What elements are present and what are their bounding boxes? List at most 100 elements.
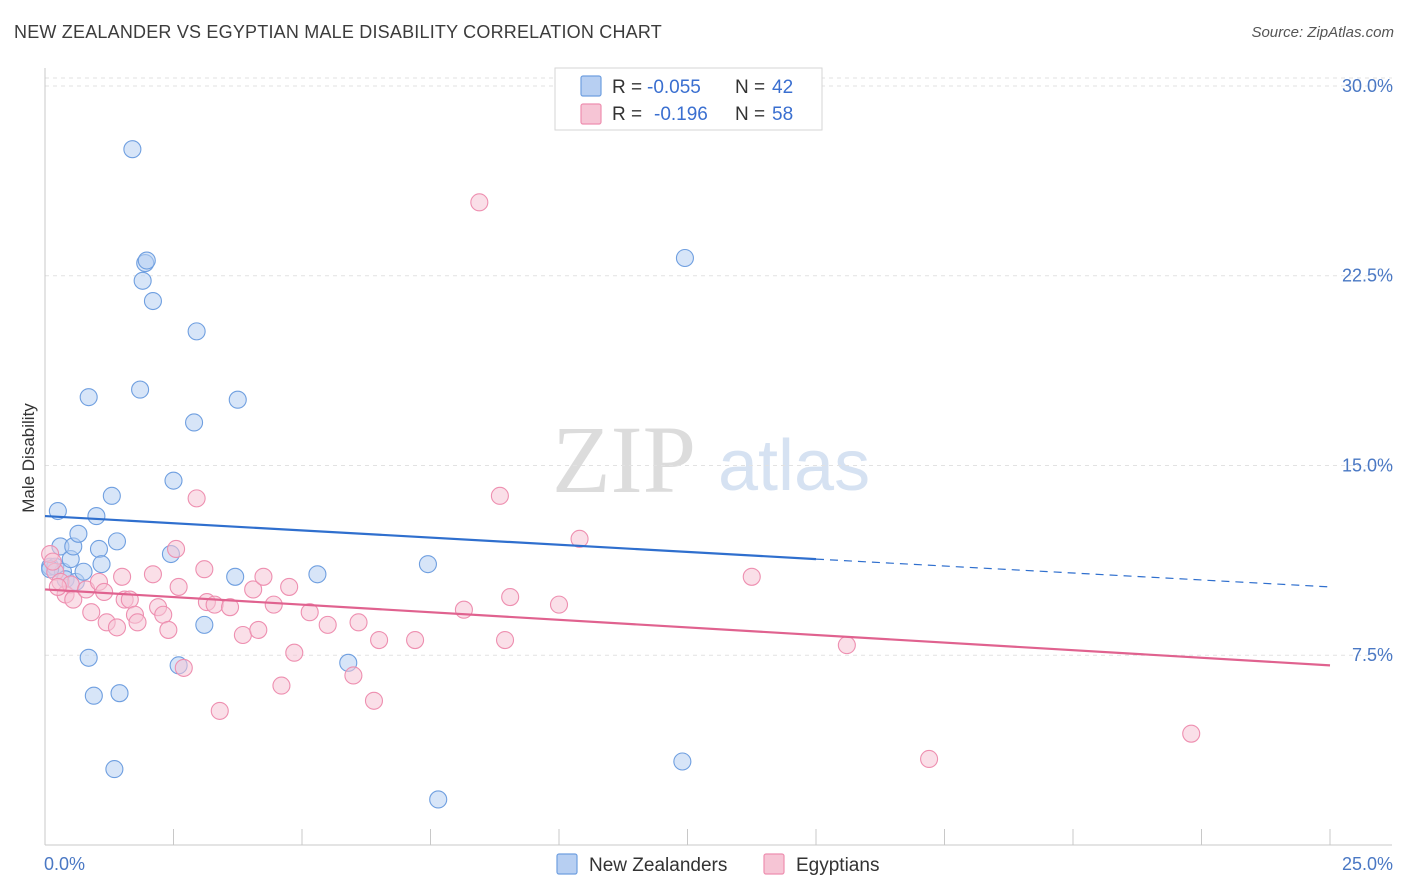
point-egyptians-25: [195, 560, 214, 579]
point-egyptians-48: [495, 631, 515, 650]
point-new-zealanders-38: [429, 790, 448, 809]
y-tick-labels: 7.5% 15.0% 22.5% 30.0%: [1342, 76, 1393, 665]
point-egyptians-53: [837, 636, 856, 655]
legend-n-label-1: N =: [735, 77, 765, 98]
chart-source: Source: ZipAtlas.com: [1251, 24, 1394, 41]
point-new-zealanders-16: [92, 555, 111, 574]
point-egyptians-35: [272, 676, 291, 695]
point-new-zealanders-40: [675, 248, 694, 268]
point-new-zealanders-2: [48, 501, 67, 521]
point-egyptians-23: [174, 658, 193, 677]
point-egyptians-11: [107, 618, 127, 637]
point-new-zealanders-12: [79, 388, 98, 407]
legend-r-label-1: R =: [612, 77, 642, 98]
point-egyptians-50: [549, 595, 569, 614]
point-new-zealanders-18: [105, 760, 124, 779]
gridlines: [45, 77, 1392, 656]
point-egyptians-17: [143, 565, 162, 584]
point-new-zealanders-33: [226, 567, 245, 586]
point-egyptians-34: [264, 595, 283, 614]
series-legend-label-egyptians: Egyptians: [796, 855, 879, 876]
point-egyptians-12: [113, 567, 132, 586]
point-new-zealanders-23: [133, 271, 152, 290]
point-egyptians-21: [167, 539, 186, 559]
point-egyptians-19: [154, 605, 173, 624]
y-tick-label-1: 15.0%: [1342, 455, 1393, 475]
point-egyptians-43: [370, 631, 389, 650]
point-egyptians-16: [128, 613, 147, 632]
point-egyptians-41: [349, 613, 368, 632]
legend-swatch-egyptians: [580, 103, 602, 125]
legend-swatch-new-zealanders: [580, 75, 602, 97]
point-egyptians-30: [233, 625, 252, 645]
point-new-zealanders-10: [74, 562, 93, 581]
point-egyptians-20: [159, 620, 178, 639]
point-egyptians-44: [406, 631, 425, 650]
point-new-zealanders-28: [164, 471, 183, 490]
legend-r-value-2: -0.196: [654, 104, 708, 125]
point-new-zealanders-14: [87, 507, 106, 526]
point-egyptians-46: [470, 193, 489, 212]
stats-legend: R = -0.055 N = 42 R = -0.196 N = 58: [554, 67, 823, 131]
point-new-zealanders-22: [131, 380, 150, 399]
trend-line-egyptians: [44, 588, 1331, 667]
legend-n-value-1: 42: [772, 77, 793, 98]
y-tick-label-2: 22.5%: [1342, 266, 1393, 286]
legend-r-label-2: R =: [612, 104, 642, 125]
x-tick-label-max: 25.0%: [1342, 854, 1393, 874]
y-tick-label-0: 7.5%: [1352, 645, 1393, 665]
point-egyptians-57: [43, 552, 62, 571]
point-new-zealanders-35: [308, 565, 327, 584]
trend-line-new-zealanders: [44, 514, 817, 561]
trend-line-extension-new-zealanders: [815, 558, 1331, 588]
point-new-zealanders-25: [137, 251, 156, 270]
point-egyptians-40: [344, 666, 363, 685]
point-egyptians-52: [742, 567, 761, 586]
series-legend-swatch-egyptians: [763, 853, 785, 875]
point-egyptians-42: [364, 691, 384, 710]
point-new-zealanders-37: [418, 555, 437, 574]
y-tick-label-3: 30.0%: [1342, 76, 1393, 96]
point-new-zealanders-20: [110, 684, 129, 703]
y-axis-label: Male Disability: [19, 403, 38, 513]
point-new-zealanders-9: [69, 524, 88, 543]
point-egyptians-56: [48, 577, 67, 596]
point-egyptians-7: [82, 603, 101, 622]
series-legend-swatch-new-zealanders: [556, 853, 578, 875]
point-egyptians-51: [570, 529, 589, 548]
point-egyptians-38: [300, 603, 319, 622]
point-egyptians-47: [490, 486, 509, 505]
point-new-zealanders-15: [89, 539, 109, 559]
series-legend-label-new-zealanders: New Zealanders: [589, 855, 727, 876]
point-egyptians-39: [318, 615, 337, 634]
point-new-zealanders-17: [102, 486, 121, 505]
legend-n-value-2: 58: [772, 104, 793, 125]
point-egyptians-33: [254, 567, 273, 586]
point-egyptians-31: [244, 580, 263, 599]
legend-r-value-1: -0.055: [647, 77, 701, 98]
x-tick-label-min: 0.0%: [44, 854, 85, 874]
point-egyptians-37: [285, 643, 304, 662]
point-new-zealanders-30: [185, 413, 204, 432]
series-legend: New Zealanders Egyptians: [556, 853, 879, 876]
watermark-zip: ZIP: [552, 406, 696, 513]
point-new-zealanders-21: [123, 140, 142, 159]
point-new-zealanders-11: [79, 648, 98, 667]
watermark-atlas: atlas: [718, 426, 870, 506]
point-new-zealanders-31: [187, 322, 206, 341]
point-egyptians-32: [249, 620, 268, 639]
point-new-zealanders-13: [84, 686, 103, 705]
trend-lines: [44, 514, 1331, 667]
point-new-zealanders-34: [228, 390, 247, 409]
point-new-zealanders-26: [143, 291, 162, 311]
point-egyptians-24: [187, 489, 206, 508]
point-egyptians-54: [920, 749, 939, 769]
chart-title: NEW ZEALANDER VS EGYPTIAN MALE DISABILIT…: [14, 22, 662, 42]
point-egyptians-49: [501, 587, 520, 607]
legend-n-label-2: N =: [735, 104, 765, 125]
point-egyptians-28: [210, 701, 229, 720]
data-points: [41, 140, 1201, 809]
point-new-zealanders-19: [107, 532, 127, 551]
point-egyptians-29: [220, 598, 240, 617]
